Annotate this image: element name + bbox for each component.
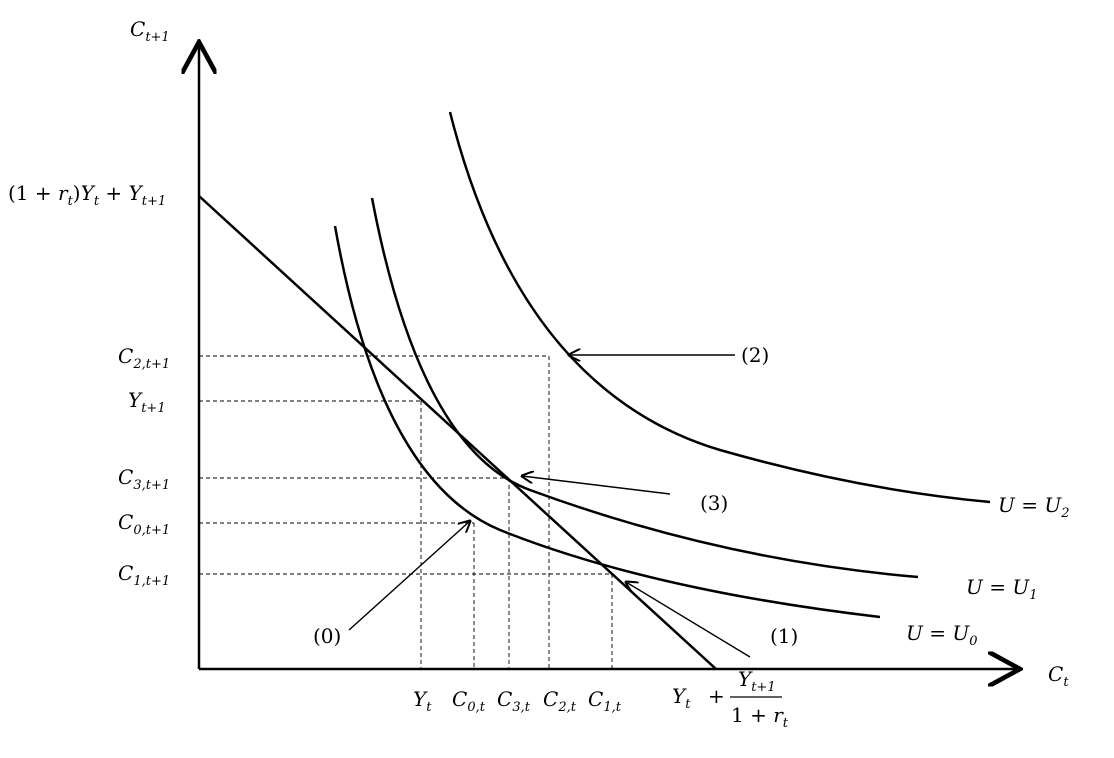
x-tick-c1t: C1,t bbox=[588, 687, 622, 715]
y-tick-c0t1: C0,t+1 bbox=[118, 510, 170, 538]
x-tick-c3t: C3,t bbox=[497, 687, 531, 715]
x-tick-yt: Yt bbox=[413, 687, 432, 715]
y-tick-c2t1: C2,t+1 bbox=[118, 344, 170, 372]
point-label-1: (1) bbox=[770, 624, 798, 648]
y-axis-label: Ct+1 bbox=[130, 17, 170, 45]
arrow-point-0 bbox=[348, 521, 470, 631]
x-intercept-plus: + bbox=[708, 684, 725, 708]
x-intercept-denominator: 1 + rt bbox=[731, 703, 789, 731]
x-intercept-label: Yt + Yt+1 1 + rt bbox=[672, 667, 789, 731]
indifference-curve-u1 bbox=[370, 197, 919, 579]
indifference-curve-u0 bbox=[333, 225, 881, 619]
x-tick-c2t: C2,t bbox=[543, 687, 577, 715]
x-axis-label: Ct bbox=[1048, 662, 1069, 690]
y-tick-c1t1: C1,t+1 bbox=[118, 561, 170, 589]
dashed-guides bbox=[199, 355, 613, 669]
x-tick-c0t: C0,t bbox=[452, 687, 486, 715]
point-label-2: (2) bbox=[741, 343, 769, 367]
point-label-3: (3) bbox=[700, 491, 728, 515]
point-label-0: (0) bbox=[313, 624, 341, 648]
y-intercept-label: (1 + rt)Yt + Yt+1 bbox=[8, 181, 166, 209]
curve-label-u0: U = U0 bbox=[906, 621, 977, 649]
arrow-point-3 bbox=[522, 476, 671, 495]
y-tick-c3t1: C3,t+1 bbox=[118, 465, 170, 493]
arrow-point-1 bbox=[626, 582, 751, 658]
y-tick-yt1: Yt+1 bbox=[128, 388, 166, 416]
curve-label-u2: U = U2 bbox=[998, 493, 1069, 521]
indifference-curve-u2 bbox=[448, 111, 991, 504]
x-intercept-yt: Yt bbox=[672, 684, 691, 712]
x-intercept-numerator: Yt+1 bbox=[738, 667, 776, 695]
curve-label-u1: U = U1 bbox=[966, 575, 1037, 603]
